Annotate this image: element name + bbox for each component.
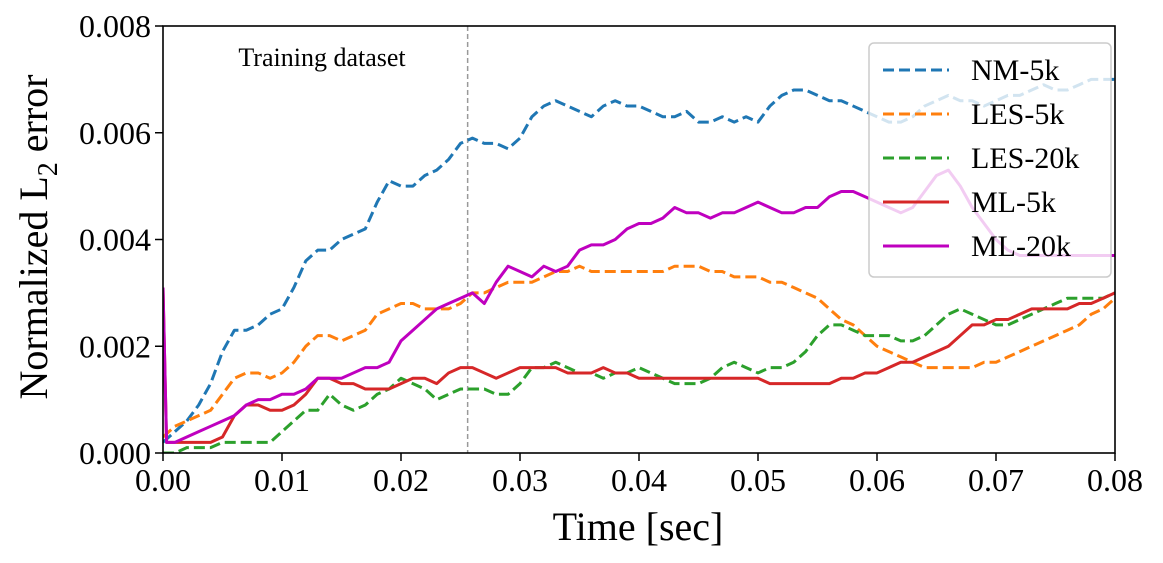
y-axis-title-tail: error [11, 75, 56, 163]
series-line-les-5k [163, 264, 1115, 439]
x-tick-label: 0.03 [492, 462, 548, 498]
legend-label-nm-5k: NM-5k [971, 54, 1059, 87]
x-tick-label: 0.08 [1087, 462, 1143, 498]
legend-label-les-5k: LES-5k [971, 98, 1064, 131]
y-tick-label: 0.008 [79, 8, 151, 44]
x-axis-title: Time [sec] [553, 504, 724, 549]
y-axis-ticks: 0.000 0.002 0.004 0.006 0.008 [79, 8, 163, 471]
series-line-ml-5k [163, 287, 1115, 444]
training-dataset-annotation: Training dataset [238, 43, 406, 72]
y-tick-label: 0.000 [79, 435, 151, 471]
x-tick-label: 0.07 [968, 462, 1024, 498]
x-tick-label: 0.00 [135, 462, 191, 498]
legend-label-ml-5k: ML-5k [971, 186, 1056, 219]
x-tick-label: 0.04 [611, 462, 667, 498]
x-tick-label: 0.06 [849, 462, 905, 498]
legend: NM-5k LES-5k LES-20k ML-5k ML-20k [868, 42, 1112, 278]
x-tick-label: 0.02 [373, 462, 429, 498]
y-tick-label: 0.006 [79, 115, 151, 151]
x-tick-label: 0.05 [730, 462, 786, 498]
y-tick-label: 0.002 [79, 328, 151, 364]
y-tick-label: 0.004 [79, 222, 151, 258]
y-axis-title-subscript: 2 [33, 162, 64, 176]
legend-label-ml-20k: ML-20k [971, 230, 1071, 263]
y-axis-title: Normalized L2 error [11, 75, 64, 400]
y-axis-title-main: Normalized L [11, 176, 56, 399]
legend-label-les-20k: LES-20k [971, 142, 1079, 175]
x-axis-ticks: 0.00 0.01 0.02 0.03 0.04 0.05 0.06 0.07 0.08 [135, 453, 1143, 498]
series-line-les-20k [163, 291, 1115, 453]
x-tick-label: 0.01 [254, 462, 310, 498]
legend-box [868, 42, 1112, 278]
